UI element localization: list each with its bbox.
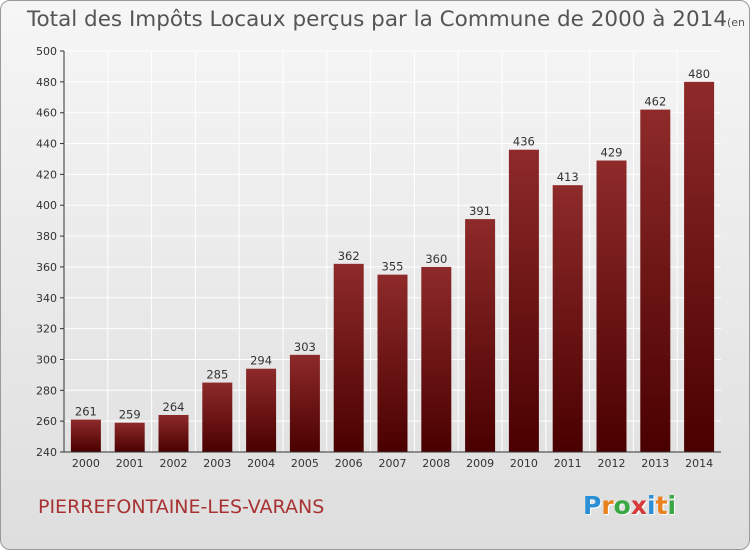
x-tick-label: 2009 xyxy=(466,457,494,470)
bars xyxy=(70,81,715,452)
bar-2010 xyxy=(508,149,539,452)
data-label: 462 xyxy=(644,95,666,109)
logo-letter: r xyxy=(601,491,614,520)
y-tick-label: 480 xyxy=(36,76,57,89)
chart-unit: (en milliers d'€) xyxy=(727,16,749,29)
bar-2001 xyxy=(114,422,145,452)
bar-2004 xyxy=(246,368,277,452)
labels: 240 260 280 300 320 340 360 380 400 420 440 460 480 5… xyxy=(36,45,713,470)
x-tick-label: 2006 xyxy=(335,457,363,470)
x-tick-label: 2013 xyxy=(641,457,669,470)
axes xyxy=(60,50,721,453)
bar-2009 xyxy=(465,219,496,452)
x-tick-label: 2005 xyxy=(291,457,319,470)
y-tick-label: 340 xyxy=(36,292,57,305)
y-tick-label: 280 xyxy=(36,384,57,397)
data-label: 362 xyxy=(338,249,360,263)
logo-letter: t xyxy=(655,491,668,520)
data-label: 264 xyxy=(163,400,185,414)
data-label: 261 xyxy=(75,405,97,419)
data-label: 413 xyxy=(557,170,579,184)
bar-2008 xyxy=(421,266,452,452)
bar-2007 xyxy=(377,274,408,452)
data-label: 360 xyxy=(425,252,447,266)
logo-letter: i xyxy=(647,491,656,520)
x-tick-label: 2008 xyxy=(422,457,450,470)
y-tick-label: 320 xyxy=(36,323,57,336)
data-label: 259 xyxy=(119,408,141,422)
x-tick-label: 2004 xyxy=(247,457,275,470)
data-label: 429 xyxy=(601,146,623,160)
y-tick-label: 380 xyxy=(36,230,57,243)
bar-2000 xyxy=(70,419,101,452)
x-tick-label: 2001 xyxy=(116,457,144,470)
x-tick-label: 2007 xyxy=(379,457,407,470)
bar-2005 xyxy=(289,354,320,452)
bar-2006 xyxy=(333,263,364,452)
x-tick-label: 2012 xyxy=(598,457,626,470)
bar-2014 xyxy=(684,81,715,452)
logo-letter: i xyxy=(667,491,677,520)
x-tick-label: 2011 xyxy=(554,457,582,470)
chart-title-text: Total des Impôts Locaux perçus par la Co… xyxy=(27,7,727,32)
data-label: 480 xyxy=(688,67,710,81)
bar-2002 xyxy=(158,414,189,452)
data-label: 303 xyxy=(294,340,316,354)
y-tick-label: 460 xyxy=(36,107,57,120)
y-tick-label: 240 xyxy=(36,446,57,459)
logo-letter: x xyxy=(630,491,647,520)
bar-2012 xyxy=(596,160,627,452)
logo-letter: o xyxy=(613,491,631,520)
data-label: 294 xyxy=(250,354,272,368)
data-label: 355 xyxy=(382,260,404,274)
x-tick-label: 2002 xyxy=(160,457,188,470)
data-label: 285 xyxy=(206,368,228,382)
proxiti-logo: Proxiti xyxy=(583,491,676,520)
x-tick-label: 2000 xyxy=(72,457,100,470)
chart-title: Total des Impôts Locaux perçus par la Co… xyxy=(27,7,749,32)
logo-letter: P xyxy=(583,491,602,520)
y-tick-label: 300 xyxy=(36,353,57,366)
bar-2003 xyxy=(202,382,233,452)
x-tick-label: 2003 xyxy=(203,457,231,470)
bar-2013 xyxy=(640,109,671,452)
data-label: 436 xyxy=(513,135,535,149)
bar-2011 xyxy=(552,185,583,452)
y-tick-label: 400 xyxy=(36,199,57,212)
y-tick-label: 260 xyxy=(36,415,57,428)
commune-name: PIERREFONTAINE-LES-VARANS xyxy=(38,496,325,518)
y-tick-label: 440 xyxy=(36,138,57,151)
y-tick-label: 420 xyxy=(36,168,57,181)
x-tick-label: 2010 xyxy=(510,457,538,470)
y-tick-label: 360 xyxy=(36,261,57,274)
x-tick-label: 2014 xyxy=(685,457,713,470)
y-tick-label: 500 xyxy=(36,45,57,58)
data-label: 391 xyxy=(469,204,491,218)
